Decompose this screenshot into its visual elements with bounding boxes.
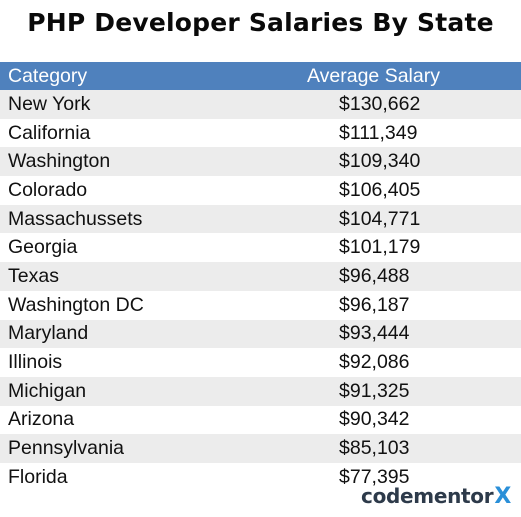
row-category: Florida (8, 465, 68, 488)
row-category: Maryland (8, 322, 89, 345)
row-average-salary: $96,488 (339, 264, 410, 287)
row-average-salary: $130,662 (339, 92, 421, 115)
header-average-salary: Average Salary (307, 64, 440, 87)
table-header-row: Category Average Salary (0, 62, 521, 90)
chart-title: PHP Developer Salaries By State (27, 8, 494, 37)
table-row: Illinois $92,086 (0, 348, 521, 377)
row-average-salary: $92,086 (339, 351, 410, 374)
row-average-salary: $91,325 (339, 379, 410, 402)
table-row: Massachussets $104,771 (0, 204, 521, 234)
table-row: Texas $96,488 (0, 262, 521, 291)
table-row: Pennsylvania $85,103 (0, 434, 521, 463)
row-category: Illinois (8, 351, 63, 374)
row-category: Colorado (8, 178, 88, 201)
row-average-salary: $109,340 (339, 150, 421, 173)
header-category: Category (8, 64, 88, 87)
table-row: New York $130,662 (0, 90, 521, 119)
row-average-salary: $101,179 (339, 236, 421, 259)
row-average-salary: $96,187 (339, 293, 410, 316)
row-average-salary: $111,349 (339, 121, 418, 144)
row-category: New York (8, 92, 91, 115)
codementor-logo: codementor X (361, 484, 511, 509)
table-row: Georgia $101,179 (0, 233, 521, 262)
row-average-salary: $85,103 (339, 437, 410, 460)
table-row: Florida $77,395 (0, 463, 521, 492)
row-average-salary: $106,405 (339, 178, 421, 201)
table-row: Arizona $90,342 (0, 406, 521, 435)
row-category: California (8, 121, 91, 144)
row-average-salary: $93,444 (339, 322, 410, 345)
row-category: Washington (8, 150, 111, 173)
row-category: Texas (8, 264, 59, 287)
row-category: Washington DC (8, 293, 144, 316)
logo-text: codementor (361, 484, 494, 508)
row-category: Massachussets (8, 207, 143, 230)
table-row: Maryland $93,444 (0, 319, 521, 349)
table-row: California $111,349 (0, 119, 521, 148)
table-row: Washington DC $96,187 (0, 291, 521, 320)
row-average-salary: $77,395 (339, 465, 410, 488)
row-category: Pennsylvania (8, 437, 124, 460)
row-category: Arizona (8, 408, 75, 431)
table-body: New York $130,662 California $111,349 Washin… (0, 90, 521, 492)
table-row: Michigan $91,325 (0, 376, 521, 406)
table-row: Washington $109,340 (0, 147, 521, 177)
table-row: Colorado $106,405 (0, 176, 521, 205)
row-category: Michigan (8, 379, 87, 402)
salary-table: Category Average Salary New York $130,662… (0, 62, 521, 492)
row-category: Georgia (8, 236, 78, 259)
logo-accent: X (494, 484, 511, 509)
row-average-salary: $90,342 (339, 408, 410, 431)
row-average-salary: $104,771 (339, 207, 421, 230)
